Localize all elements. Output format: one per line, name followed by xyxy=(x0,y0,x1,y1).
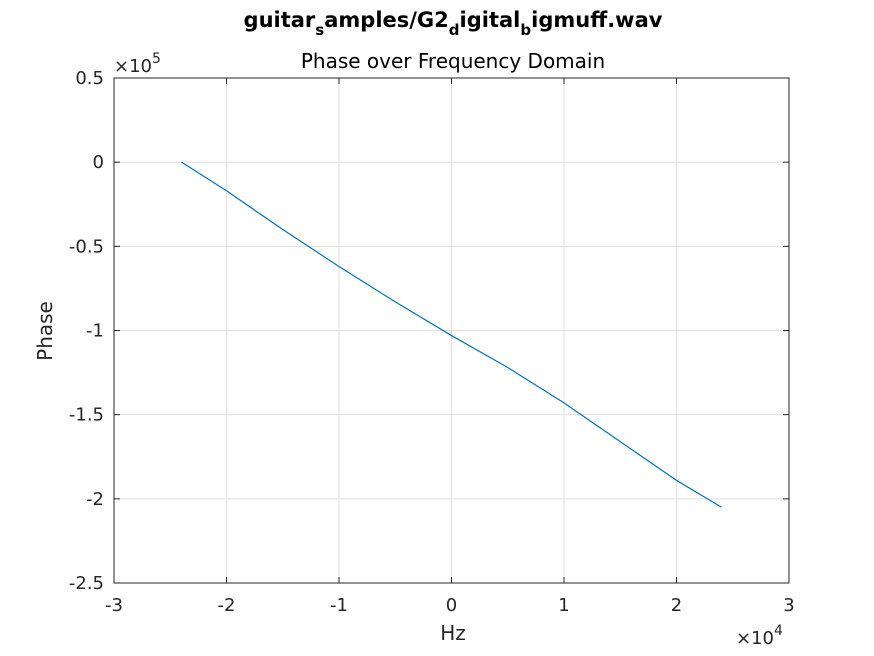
chart-title: guitarsamples/G2digitalbigmuff.wav xyxy=(244,8,663,39)
y-axis-label: Phase xyxy=(33,301,57,361)
x-axis-label: Hz xyxy=(440,621,466,645)
y-tick-label: -1 xyxy=(86,321,104,342)
y-tick-label: -0.5 xyxy=(69,236,104,257)
x-tick-label: -1 xyxy=(330,595,348,616)
y-tick-label: -2.5 xyxy=(69,573,104,594)
chart-subtitle: Phase over Frequency Domain xyxy=(301,49,605,73)
x-tick-label: 3 xyxy=(783,595,794,616)
y-tick-label: 0.5 xyxy=(75,68,104,89)
y-tick-label: -1.5 xyxy=(69,405,104,426)
y-tick-label: -2 xyxy=(86,489,104,510)
plot-area xyxy=(181,161,722,508)
x-tick-label: 0 xyxy=(446,595,457,616)
y-tick-label: 0 xyxy=(93,152,104,173)
tick-labels: -3 -2 -1 0 1 2 3 -2.5 -2 -1.5 -1 -0.5 0 0.5 xyxy=(69,68,795,616)
x-axis-exponent: ×104 xyxy=(736,623,783,649)
axes xyxy=(113,77,790,584)
y-axis-exponent: ×105 xyxy=(114,51,161,77)
x-tick-label: 2 xyxy=(671,595,682,616)
phase-series-line xyxy=(181,161,722,508)
x-tick-label: -2 xyxy=(218,595,236,616)
x-tick-label: -3 xyxy=(105,595,123,616)
x-tick-label: 1 xyxy=(558,595,569,616)
